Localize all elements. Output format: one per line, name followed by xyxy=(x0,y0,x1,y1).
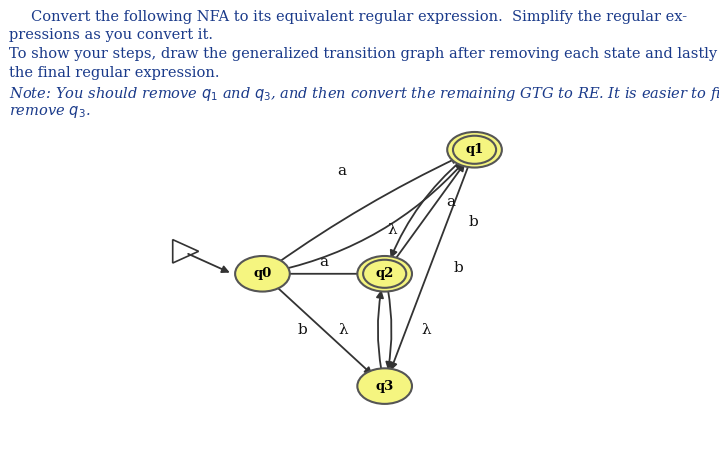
Text: pressions as you convert it.: pressions as you convert it. xyxy=(9,28,213,42)
Text: b: b xyxy=(469,215,478,229)
Text: Note: You should remove $q_1$ and $q_3$, and then convert the remaining GTG to R: Note: You should remove $q_1$ and $q_3$,… xyxy=(9,85,719,103)
Text: a: a xyxy=(319,255,328,269)
Text: q0: q0 xyxy=(253,267,272,280)
Text: λ: λ xyxy=(387,223,397,236)
Text: λ: λ xyxy=(339,323,348,337)
Circle shape xyxy=(357,368,412,404)
Text: b: b xyxy=(454,261,463,275)
Text: a: a xyxy=(337,164,346,178)
Text: λ: λ xyxy=(421,323,431,337)
Text: To show your steps, draw the generalized transition graph after removing each st: To show your steps, draw the generalized… xyxy=(9,47,719,61)
Text: q3: q3 xyxy=(375,380,394,393)
Text: q2: q2 xyxy=(375,267,394,280)
Text: the final regular expression.: the final regular expression. xyxy=(9,66,219,80)
Text: remove $q_3$.: remove $q_3$. xyxy=(9,104,90,120)
Circle shape xyxy=(357,256,412,292)
Text: Convert the following NFA to its equivalent regular expression.  Simplify the re: Convert the following NFA to its equival… xyxy=(32,10,687,24)
Text: b: b xyxy=(297,323,307,337)
Circle shape xyxy=(235,256,290,292)
Text: q1: q1 xyxy=(465,143,484,156)
Text: a: a xyxy=(446,196,456,209)
Circle shape xyxy=(447,132,502,168)
